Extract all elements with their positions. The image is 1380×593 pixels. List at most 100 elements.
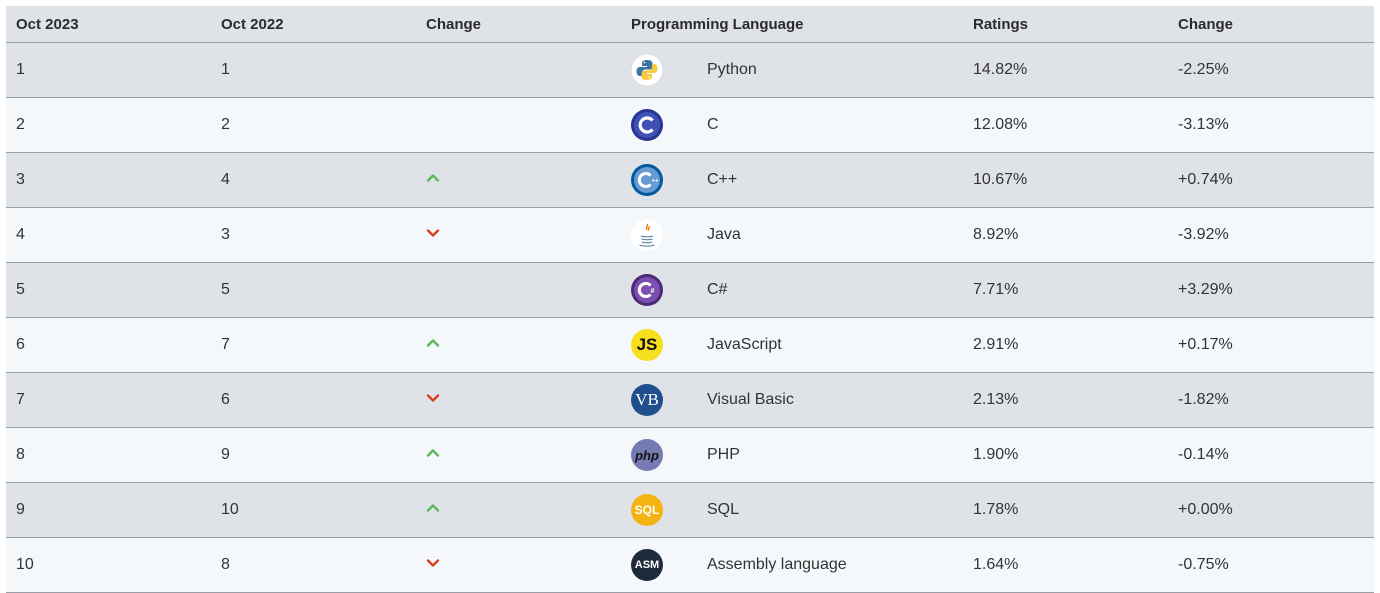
- rating-value: 2.91%: [973, 336, 1019, 353]
- sql-logo-icon: SQL: [631, 494, 663, 526]
- rank-2023: 5: [16, 281, 25, 298]
- language-name: Visual Basic: [707, 391, 794, 408]
- table-row: 2 2 C 12.08% -3.13%: [6, 98, 1374, 153]
- language-name: Assembly language: [707, 556, 847, 573]
- c-logo-icon: [631, 109, 663, 141]
- table-body: 1 1 Python 14.82% -2.25% 2 2 C 12.08% -3.13% 3 4 ++ C…: [6, 43, 1374, 593]
- language-name: Java: [707, 226, 741, 243]
- rank-2022: 6: [221, 391, 230, 408]
- tiobe-index-table: Oct 2023 Oct 2022 Change Programming Lan…: [6, 6, 1374, 593]
- rank-change-cell: [416, 391, 621, 410]
- language-name: PHP: [707, 446, 740, 463]
- rating-value: 2.13%: [973, 391, 1019, 408]
- rank-2023: 6: [16, 336, 25, 353]
- java-logo-icon: [631, 219, 663, 251]
- arrow-up-icon: [426, 336, 440, 350]
- rank-2022: 9: [221, 446, 230, 463]
- header-ratings: Ratings: [973, 15, 1029, 33]
- csharp-logo-icon: #: [631, 274, 663, 306]
- rank-2023: 3: [16, 171, 25, 188]
- rating-change-value: +0.17%: [1178, 336, 1233, 353]
- language-cell: # C#: [621, 274, 963, 306]
- rank-2022: 1: [221, 61, 230, 78]
- rank-2023: 7: [16, 391, 25, 408]
- table-row: 8 9 php PHP 1.90% -0.14%: [6, 428, 1374, 483]
- rank-2023: 1: [16, 61, 25, 78]
- rank-2022: 7: [221, 336, 230, 353]
- language-cell: Java: [621, 219, 963, 251]
- rank-2023: 8: [16, 446, 25, 463]
- rank-change-cell: [416, 171, 621, 190]
- rank-change-cell: [416, 226, 621, 245]
- rating-value: 1.78%: [973, 501, 1019, 518]
- arrow-down-icon: [426, 391, 440, 405]
- table-header: Oct 2023 Oct 2022 Change Programming Lan…: [6, 6, 1374, 43]
- header-programming-language: Programming Language: [631, 15, 804, 33]
- svg-text:++: ++: [652, 179, 660, 185]
- rank-change-cell: [416, 501, 621, 520]
- rating-change-value: -1.82%: [1178, 391, 1229, 408]
- arrow-up-icon: [426, 501, 440, 515]
- table-row: 10 8 ASM Assembly language 1.64% -0.75%: [6, 538, 1374, 593]
- language-name: JavaScript: [707, 336, 782, 353]
- language-name: Python: [707, 61, 757, 78]
- header-oct-2023: Oct 2023: [16, 15, 79, 33]
- rating-value: 14.82%: [973, 61, 1028, 78]
- svg-text:#: #: [651, 288, 655, 295]
- table-row: 6 7 JS JavaScript 2.91% +0.17%: [6, 318, 1374, 373]
- rank-2022: 5: [221, 281, 230, 298]
- language-cell: php PHP: [621, 439, 963, 471]
- javascript-logo-icon: JS: [631, 329, 663, 361]
- table-row: 1 1 Python 14.82% -2.25%: [6, 43, 1374, 98]
- language-cell: JS JavaScript: [621, 329, 963, 361]
- assembly-logo-icon: ASM: [631, 549, 663, 581]
- rank-2023: 2: [16, 116, 25, 133]
- arrow-down-icon: [426, 226, 440, 240]
- rating-value: 1.64%: [973, 556, 1019, 573]
- rating-change-value: +0.74%: [1178, 171, 1233, 188]
- rank-change-cell: [416, 446, 621, 465]
- language-name: SQL: [707, 501, 740, 518]
- visual-basic-logo-icon: VB: [631, 384, 663, 416]
- language-cell: C: [621, 109, 963, 141]
- rank-change-cell: [416, 336, 621, 355]
- rating-value: 8.92%: [973, 226, 1019, 243]
- rank-2022: 4: [221, 171, 230, 188]
- rank-2022: 10: [221, 501, 239, 518]
- arrow-up-icon: [426, 446, 440, 460]
- rating-change-value: +3.29%: [1178, 281, 1233, 298]
- language-cell: ASM Assembly language: [621, 549, 963, 581]
- table-row: 9 10 SQL SQL 1.78% +0.00%: [6, 483, 1374, 538]
- language-cell: Python: [621, 54, 963, 86]
- rating-value: 1.90%: [973, 446, 1019, 463]
- language-cell: VB Visual Basic: [621, 384, 963, 416]
- table-row: 7 6 VB Visual Basic 2.13% -1.82%: [6, 373, 1374, 428]
- rank-2022: 8: [221, 556, 230, 573]
- rating-change-value: -0.14%: [1178, 446, 1229, 463]
- rating-change-value: -3.92%: [1178, 226, 1229, 243]
- rating-change-value: +0.00%: [1178, 501, 1233, 518]
- language-cell: SQL SQL: [621, 494, 963, 526]
- table-row: 5 5 # C# 7.71% +3.29%: [6, 263, 1374, 318]
- rank-2022: 2: [221, 116, 230, 133]
- python-logo-icon: [631, 54, 663, 86]
- rating-change-value: -0.75%: [1178, 556, 1229, 573]
- rank-change-cell: [416, 556, 621, 575]
- language-name: C: [707, 116, 719, 133]
- php-logo-icon: php: [631, 439, 663, 471]
- language-name: C#: [707, 281, 728, 298]
- rank-2023: 10: [16, 556, 34, 573]
- language-name: C++: [707, 171, 738, 188]
- rank-2023: 4: [16, 226, 25, 243]
- header-change: Change: [426, 15, 482, 33]
- rating-value: 10.67%: [973, 171, 1028, 188]
- cpp-logo-icon: ++: [631, 164, 663, 196]
- arrow-up-icon: [426, 171, 440, 185]
- arrow-down-icon: [426, 556, 440, 570]
- table-row: 3 4 ++ C++ 10.67% +0.74%: [6, 153, 1374, 208]
- rating-change-value: -2.25%: [1178, 61, 1229, 78]
- language-cell: ++ C++: [621, 164, 963, 196]
- header-change-percent: Change: [1178, 15, 1234, 33]
- table-row: 4 3 Java 8.92% -3.92%: [6, 208, 1374, 263]
- rank-2023: 9: [16, 501, 25, 518]
